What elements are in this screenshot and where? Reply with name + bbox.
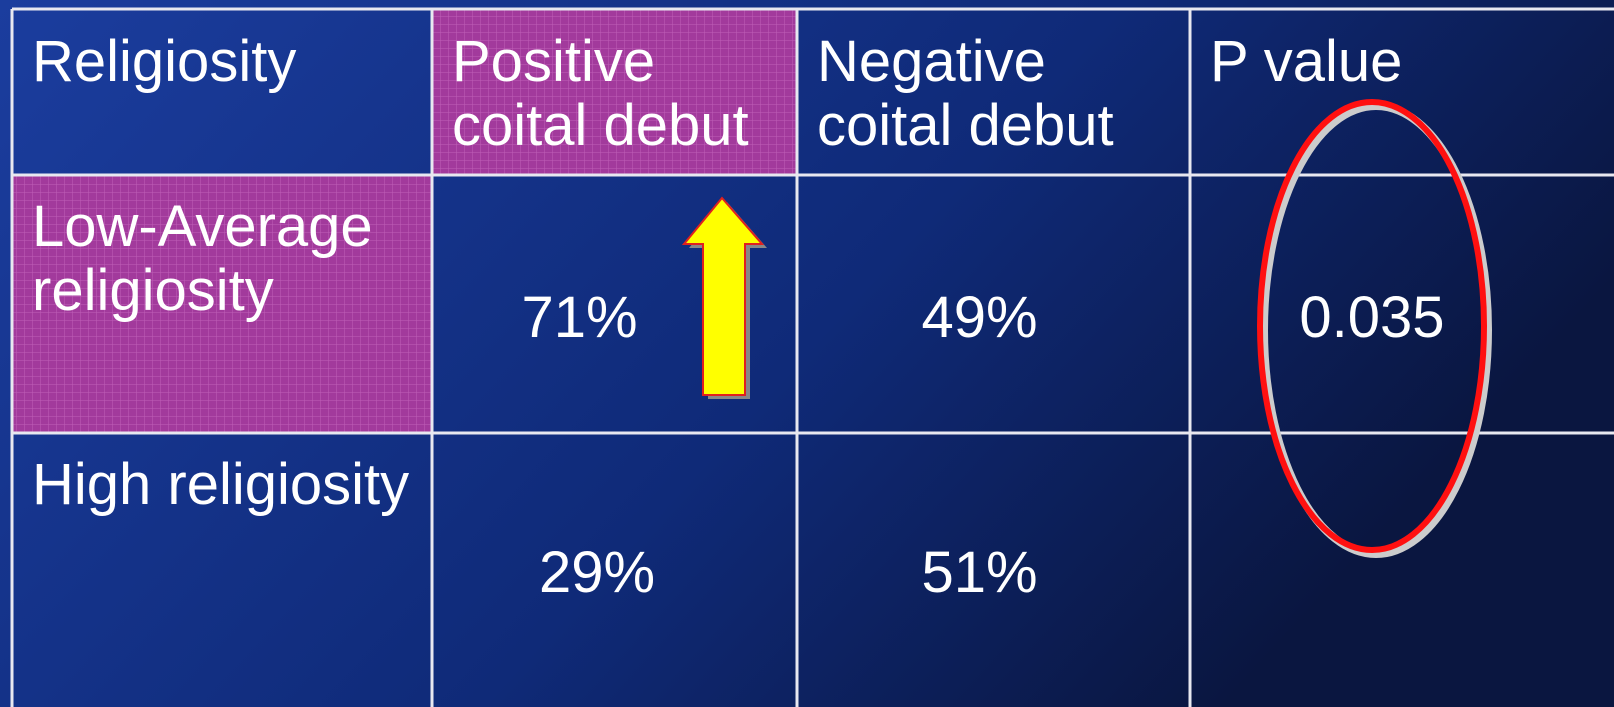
header-cell: Negative coital debut — [817, 29, 1114, 158]
table-grid — [10, 7, 1614, 707]
ellipse-shadow — [1260, 102, 1492, 558]
value-cell: 49% — [921, 285, 1038, 350]
highlight-cell — [432, 10, 797, 175]
up-arrow — [681, 196, 765, 396]
value-cell: 0.035 — [1299, 285, 1445, 350]
value-cell: 51% — [921, 540, 1038, 605]
row-label: High religiosity — [32, 452, 410, 517]
header-cell: Religiosity — [32, 29, 297, 94]
highlight-cell — [12, 175, 432, 433]
highlight-ellipse — [1257, 99, 1487, 553]
header-cell: Positive coital debut — [452, 29, 749, 158]
row-label: Low-Average religiosity — [32, 194, 373, 323]
value-cell: 71% — [521, 285, 638, 350]
value-cell: 29% — [538, 540, 656, 605]
header-cell: P value — [1210, 29, 1403, 94]
